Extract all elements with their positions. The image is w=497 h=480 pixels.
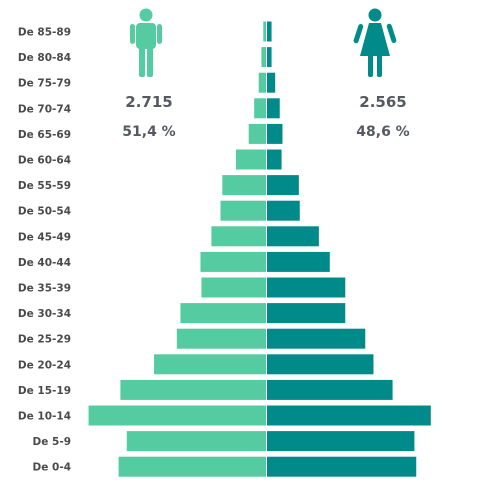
male-bar	[154, 354, 266, 375]
age-group-label: De 25-29	[18, 334, 71, 346]
age-group-label: De 55-59	[18, 180, 71, 192]
female-bar	[267, 47, 272, 68]
female-bar	[267, 405, 431, 426]
female-bar	[267, 303, 346, 324]
female-bar	[267, 277, 346, 298]
male-bar	[235, 149, 266, 170]
male-bar	[200, 251, 266, 272]
male-total-percent: 51,4 %	[122, 124, 175, 140]
age-group-label: De 70-74	[18, 103, 71, 115]
male-bar	[180, 303, 266, 324]
male-bar	[220, 200, 266, 221]
female-bar	[267, 21, 272, 42]
age-group-label: De 80-84	[18, 52, 71, 64]
female-bars	[267, 21, 431, 477]
age-group-label: De 0-4	[33, 462, 71, 474]
age-group-label: De 10-14	[18, 411, 71, 423]
male-bar	[176, 328, 266, 349]
female-bar	[267, 72, 276, 93]
female-bar	[267, 251, 330, 272]
age-group-label: De 75-79	[18, 78, 71, 90]
male-bar	[118, 456, 266, 477]
age-group-label: De 20-24	[18, 359, 71, 371]
age-group-label: De 45-49	[18, 231, 71, 243]
female-bar	[267, 149, 282, 170]
male-bar	[211, 226, 266, 247]
age-group-label: De 40-44	[18, 257, 71, 269]
male-person-icon	[130, 8, 162, 77]
female-total-percent: 48,6 %	[356, 124, 409, 140]
male-bars	[88, 21, 267, 477]
age-group-label: De 15-19	[18, 385, 71, 397]
female-bar	[267, 226, 319, 247]
female-bar	[267, 431, 415, 452]
male-bar	[222, 175, 266, 196]
female-bar	[267, 379, 393, 400]
male-bar	[248, 123, 266, 144]
male-bar	[261, 47, 266, 68]
male-bar	[254, 98, 266, 119]
male-bar	[126, 431, 267, 452]
female-bar	[267, 98, 280, 119]
female-bar	[267, 354, 374, 375]
male-bar	[201, 277, 266, 298]
male-bar	[258, 72, 266, 93]
female-bar	[267, 456, 417, 477]
age-group-label: De 85-89	[18, 27, 71, 39]
female-bar	[267, 123, 283, 144]
male-bar	[88, 405, 266, 426]
female-bar	[267, 175, 299, 196]
male-bar	[263, 21, 266, 42]
female-bar	[267, 200, 300, 221]
age-group-label: De 60-64	[18, 155, 71, 167]
age-group-label: De 65-69	[18, 129, 71, 141]
female-person-icon	[353, 8, 397, 77]
age-group-label: De 50-54	[18, 206, 71, 218]
age-group-label: De 5-9	[33, 436, 71, 448]
age-group-label: De 30-34	[18, 308, 71, 320]
female-bar	[267, 328, 366, 349]
female-total-count: 2.565	[359, 93, 406, 111]
age-group-label: De 35-39	[18, 283, 71, 295]
male-total-count: 2.715	[125, 93, 172, 111]
age-group-labels: De 85-89 De 80-84 De 75-79 De 70-74 De 65-69…	[18, 27, 71, 474]
male-bar	[120, 379, 267, 400]
